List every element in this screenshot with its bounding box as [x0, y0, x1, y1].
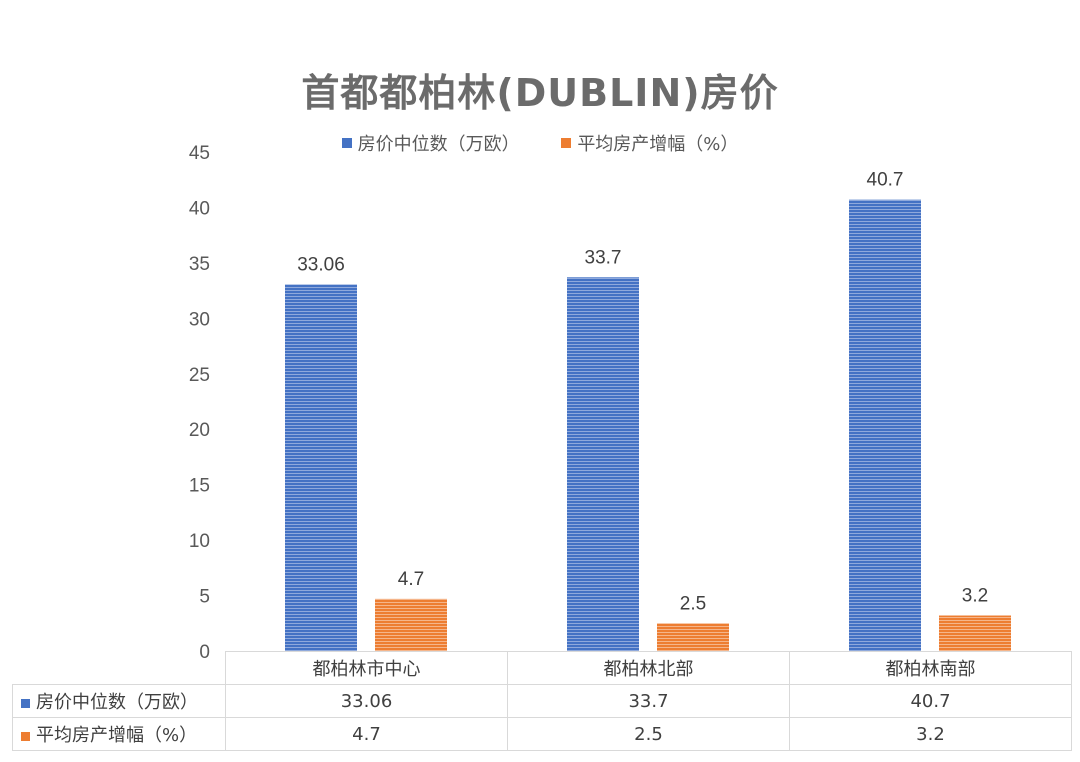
- data-label: 2.5: [680, 593, 706, 614]
- data-label: 4.7: [398, 569, 424, 590]
- table-cell: 3.2: [789, 717, 1072, 751]
- legend-item-median-price: 房价中位数（万欧）: [341, 130, 520, 156]
- bar-labels: 33.06 4.7 33.7 2.5 40.7 3.2: [297, 170, 988, 615]
- table-series-name: 房价中位数（万欧）: [36, 692, 198, 713]
- data-label: 33.06: [297, 254, 345, 275]
- table-header-row: 都柏林市中心 都柏林北部 都柏林南部: [12, 651, 1072, 685]
- data-label: 3.2: [962, 586, 988, 607]
- table-cell: 33.06: [225, 684, 508, 718]
- table-row: 平均房产增幅（%） 4.7 2.5 3.2: [12, 717, 1072, 751]
- legend-label: 房价中位数（万欧）: [357, 134, 520, 155]
- y-tick-label: 10: [189, 531, 210, 552]
- table-category-cell: 都柏林南部: [789, 651, 1072, 685]
- data-label: 33.7: [585, 247, 622, 268]
- y-tick-label: 35: [189, 254, 210, 275]
- table-series-name: 平均房产增幅（%）: [36, 725, 198, 746]
- table-corner: [12, 651, 226, 685]
- y-tick-label: 45: [189, 143, 210, 164]
- bars: [285, 199, 1011, 651]
- table-cell: 2.5: [507, 717, 790, 751]
- data-label: 40.7: [867, 170, 904, 191]
- table-cell: 33.7: [507, 684, 790, 718]
- bar-avg-growth: [939, 615, 1011, 651]
- table-category-cell: 都柏林市中心: [225, 651, 508, 685]
- table-swatch-orange: [21, 731, 30, 741]
- y-tick-label: 40: [189, 198, 210, 219]
- table-row: 房价中位数（万欧） 33.06 33.7 40.7: [12, 684, 1072, 718]
- bar-median-price: [567, 277, 639, 651]
- legend-swatch-orange: [561, 138, 572, 148]
- chart-title: 首都都柏林(DUBLIN)房价: [301, 71, 779, 115]
- y-tick-label: 15: [189, 476, 210, 497]
- table-category-cell: 都柏林北部: [507, 651, 790, 685]
- legend: 房价中位数（万欧） 平均房产增幅（%）: [0, 130, 1080, 156]
- bar-avg-growth: [657, 623, 729, 651]
- table-row-head: 平均房产增幅（%）: [12, 717, 226, 751]
- legend-label: 平均房产增幅（%）: [577, 134, 739, 155]
- bar-median-price: [849, 199, 921, 651]
- y-tick-label: 20: [189, 420, 210, 441]
- y-tick-label: 5: [199, 587, 210, 608]
- data-table: 都柏林市中心 都柏林北部 都柏林南部 房价中位数（万欧） 33.06 33.7 …: [12, 651, 1072, 751]
- table-swatch-blue: [21, 698, 30, 708]
- bar-avg-growth: [375, 598, 447, 651]
- y-tick-label: 30: [189, 309, 210, 330]
- bar-median-price: [285, 284, 357, 651]
- legend-swatch-blue: [341, 138, 352, 148]
- table-cell: 40.7: [789, 684, 1072, 718]
- table-cell: 4.7: [225, 717, 508, 751]
- table-row-head: 房价中位数（万欧）: [12, 684, 226, 718]
- legend-item-avg-growth: 平均房产增幅（%）: [561, 130, 738, 156]
- y-tick-label: 25: [189, 365, 210, 386]
